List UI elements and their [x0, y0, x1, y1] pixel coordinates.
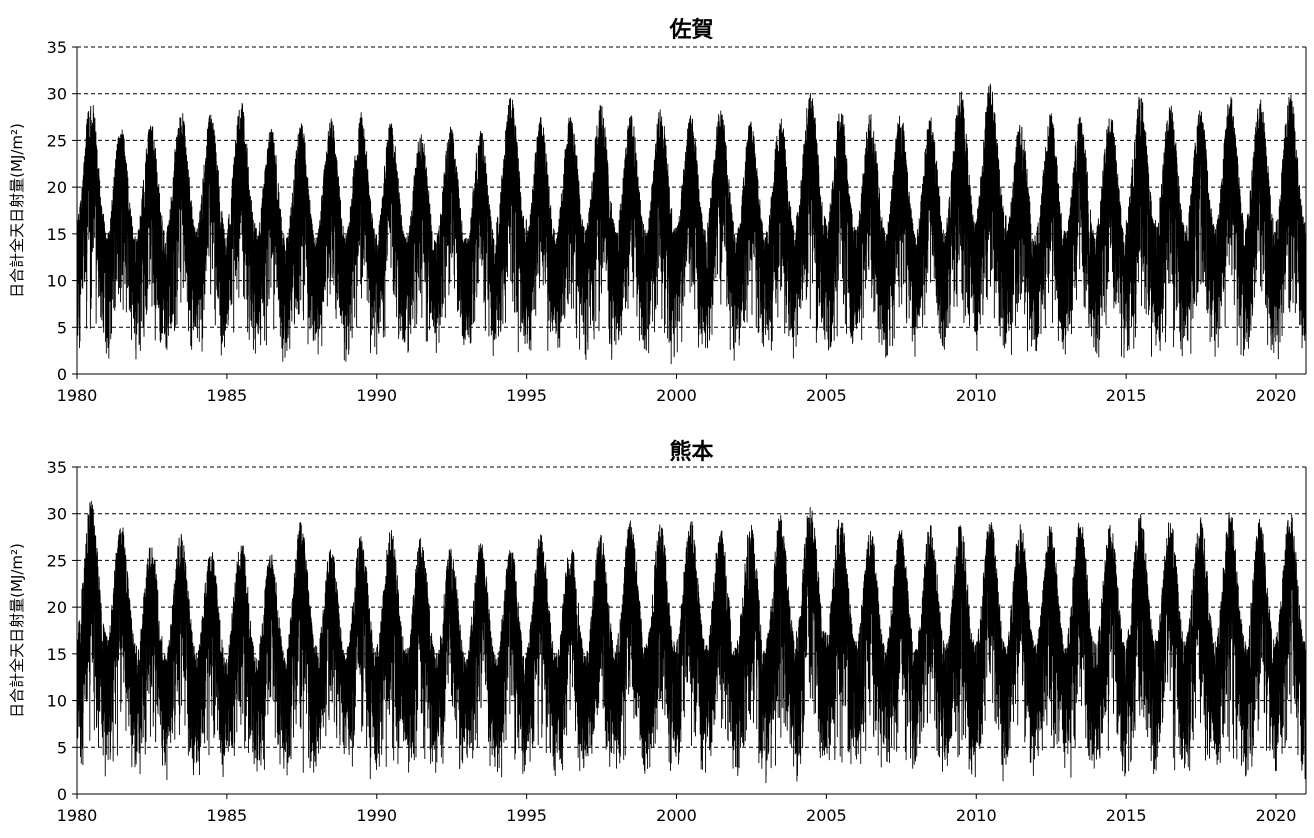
x-tick-label: 1985 [207, 806, 248, 825]
data-series-line [76, 83, 1307, 365]
y-tick-label: 30 [47, 505, 67, 524]
y-tick-label: 35 [47, 458, 67, 477]
x-tick-label: 1990 [356, 386, 397, 405]
y-tick-label: 0 [57, 365, 67, 384]
y-tick-label: 15 [47, 645, 67, 664]
y-tick-label: 10 [47, 272, 67, 291]
y-axis-label: 日合計全天日射量(MJ/m²) [8, 123, 26, 298]
x-tick-label: 2020 [1256, 806, 1297, 825]
x-tick-label: 2005 [806, 806, 847, 825]
x-tick-label: 2015 [1106, 386, 1147, 405]
y-tick-label: 20 [47, 178, 67, 197]
y-tick-label: 15 [47, 225, 67, 244]
chart-title: 佐賀 [668, 17, 713, 43]
data-series-line [76, 500, 1307, 784]
x-tick-label: 2020 [1256, 386, 1297, 405]
x-tick-label: 1990 [356, 806, 397, 825]
y-tick-label: 25 [47, 131, 67, 150]
x-tick-label: 2010 [956, 386, 997, 405]
y-tick-label: 5 [57, 318, 67, 337]
x-tick-label: 1995 [506, 806, 547, 825]
x-tick-label: 2005 [806, 386, 847, 405]
x-tick-label: 1980 [57, 806, 98, 825]
x-tick-label: 2015 [1106, 806, 1147, 825]
y-tick-label: 20 [47, 598, 67, 617]
y-tick-label: 5 [57, 738, 67, 757]
y-tick-label: 10 [47, 692, 67, 711]
y-tick-label: 25 [47, 551, 67, 570]
x-tick-label: 2000 [656, 386, 697, 405]
y-tick-label: 30 [47, 85, 67, 104]
y-tick-label: 0 [57, 785, 67, 804]
y-axis-label: 日合計全天日射量(MJ/m²) [8, 543, 26, 718]
y-tick-label: 35 [47, 38, 67, 57]
x-tick-label: 2000 [656, 806, 697, 825]
chart-title: 熊本 [669, 439, 713, 465]
x-tick-label: 2010 [956, 806, 997, 825]
x-tick-label: 1985 [207, 386, 248, 405]
x-tick-label: 1980 [57, 386, 98, 405]
x-tick-label: 1995 [506, 386, 547, 405]
